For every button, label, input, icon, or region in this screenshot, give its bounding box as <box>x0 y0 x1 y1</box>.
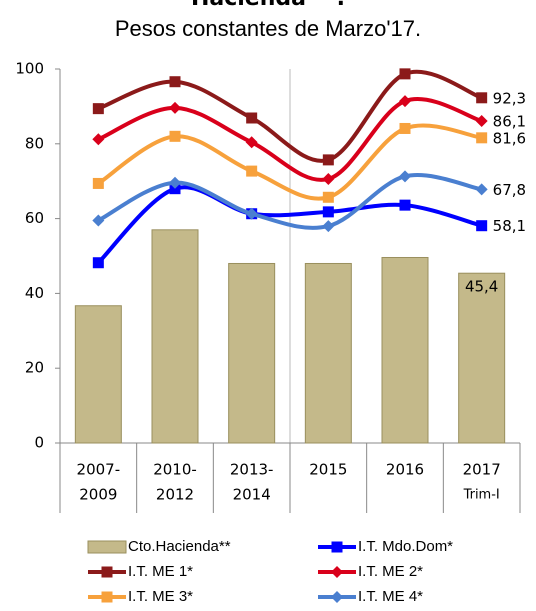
legend-label: I.T. ME 2* <box>358 563 423 580</box>
legend-item: Cto.Hacienda** <box>87 538 231 555</box>
legend-swatch <box>87 540 127 554</box>
value-label: 67,8 <box>493 181 526 199</box>
legend-marker <box>331 591 343 603</box>
value-label: 86,1 <box>493 112 526 130</box>
x-tick-label: 2015 <box>309 461 347 479</box>
marker <box>322 172 335 185</box>
marker <box>169 76 181 88</box>
line <box>97 97 483 182</box>
legend-item: I.T. Mdo.Dom* <box>318 538 453 555</box>
marker <box>399 95 411 108</box>
marker <box>322 220 335 233</box>
y-tick-label: 60 <box>25 209 44 227</box>
chart-title: Hacienda **. <box>191 0 345 11</box>
line <box>97 173 483 230</box>
y-tick-label: 20 <box>25 359 44 377</box>
legend-item: I.T. ME 4* <box>318 588 423 605</box>
legend-marker <box>101 566 113 578</box>
x-tick-label: 2014 <box>233 486 271 504</box>
bar <box>151 229 199 444</box>
marker <box>322 191 334 203</box>
legend-label: I.T. Mdo.Dom* <box>358 538 453 555</box>
legend-item: I.T. ME 2* <box>318 563 423 580</box>
marker <box>169 130 181 142</box>
marker <box>169 101 181 114</box>
y-tick-label: 80 <box>25 134 44 152</box>
marker <box>399 199 411 211</box>
bar <box>304 262 352 444</box>
marker <box>92 133 105 146</box>
x-tick-label: 2013- <box>230 461 274 479</box>
value-label: 58,1 <box>493 217 526 235</box>
marker <box>322 206 334 218</box>
y-tick-label: 0 <box>34 434 44 452</box>
marker <box>399 122 411 134</box>
marker <box>92 257 104 269</box>
bar <box>458 272 506 444</box>
x-tick-label: 2009 <box>79 486 117 504</box>
line <box>97 123 483 201</box>
marker <box>399 170 411 183</box>
marker <box>246 165 258 177</box>
legend-label: Cto.Hacienda** <box>128 538 231 555</box>
bar <box>381 256 429 444</box>
y-tick-label: 40 <box>25 284 44 302</box>
legend-marker <box>101 591 113 603</box>
value-label: 92,3 <box>493 89 526 107</box>
x-tick-label: 2016 <box>386 461 424 479</box>
marker <box>476 92 488 104</box>
value-label: 45,4 <box>465 278 498 296</box>
marker <box>169 176 181 189</box>
chart-subtitle: Pesos constantes de Marzo'17. <box>115 16 421 41</box>
x-tick-label: Trim-I <box>463 488 500 503</box>
x-tick-label: 2012 <box>156 486 194 504</box>
bar <box>228 262 276 444</box>
x-tick-label: 2010- <box>153 461 197 479</box>
x-tick-label: 2017 <box>463 461 501 479</box>
y-tick-label: 100 <box>15 60 44 78</box>
marker <box>246 112 258 124</box>
marker <box>475 183 488 196</box>
legend-marker <box>331 566 343 578</box>
marker <box>92 214 105 227</box>
marker <box>399 68 411 80</box>
legend-label: I.T. ME 3* <box>128 588 193 605</box>
marker <box>92 177 104 189</box>
marker <box>476 220 488 232</box>
legend-label: I.T. ME 4* <box>358 588 423 605</box>
legend-label: I.T. ME 1* <box>128 563 193 580</box>
legend-item: I.T. ME 1* <box>88 563 193 580</box>
value-label: 81,6 <box>493 129 526 147</box>
legend-marker <box>331 541 343 553</box>
marker <box>476 132 488 144</box>
x-tick-label: 2007- <box>77 461 121 479</box>
bar <box>74 305 122 444</box>
legend-item: I.T. ME 3* <box>88 588 193 605</box>
marker <box>92 103 104 115</box>
marker <box>322 154 334 166</box>
marker <box>245 207 258 220</box>
marker <box>245 136 258 149</box>
marker <box>475 114 488 127</box>
